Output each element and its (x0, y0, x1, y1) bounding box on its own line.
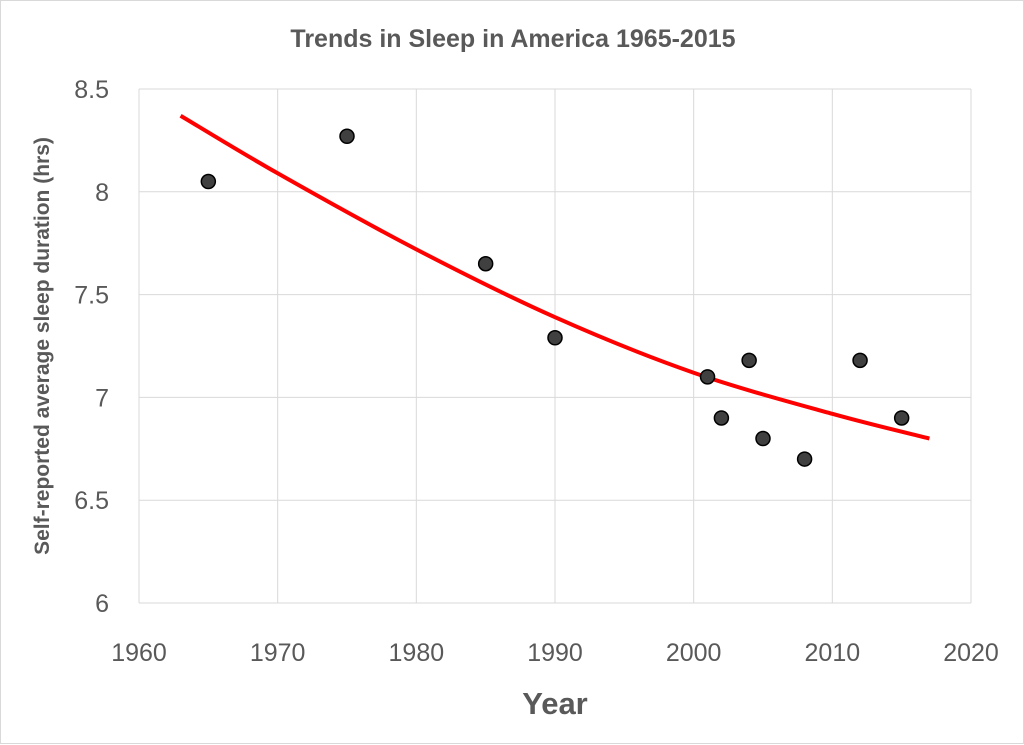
data-point (477, 256, 494, 272)
data-point (741, 352, 757, 369)
x-axis-label: Year (522, 686, 588, 721)
trendline (179, 114, 930, 441)
x-tick-label: 2020 (943, 639, 999, 667)
x-tick-label: 1990 (527, 639, 583, 667)
data-point (339, 128, 355, 145)
y-tick-label: 8.5 (74, 76, 109, 104)
x-tick-label: 1960 (111, 639, 167, 667)
data-point (547, 330, 563, 346)
data-point (699, 369, 716, 385)
x-tick-label: 2000 (666, 639, 722, 667)
y-tick-label: 7.5 (74, 282, 109, 310)
gridlines (138, 88, 972, 604)
data-point (893, 410, 910, 426)
y-tick-label: 6.5 (74, 487, 109, 515)
y-tick-label: 8 (95, 179, 109, 207)
data-point (713, 410, 730, 426)
trendline-layer (179, 114, 930, 441)
y-tick-label: 6 (95, 590, 109, 618)
x-tick-label: 2010 (805, 639, 861, 667)
data-point (755, 430, 771, 447)
y-tick-label: 7 (95, 384, 109, 412)
tick-labels: 1960 1970 1980 1990 2000 2010 2020 6 6.5 7 7.5 8 8.5 (74, 76, 999, 667)
x-tick-label: 1970 (250, 639, 306, 667)
data-point (852, 352, 868, 369)
x-tick-label: 1980 (389, 639, 445, 667)
chart-title: Trends in Sleep in America 1965-2015 (290, 25, 735, 53)
y-axis-label: Self-reported average sleep duration (hr… (31, 137, 54, 555)
data-point (200, 173, 217, 190)
data-points (200, 128, 910, 467)
data-point (796, 451, 813, 467)
